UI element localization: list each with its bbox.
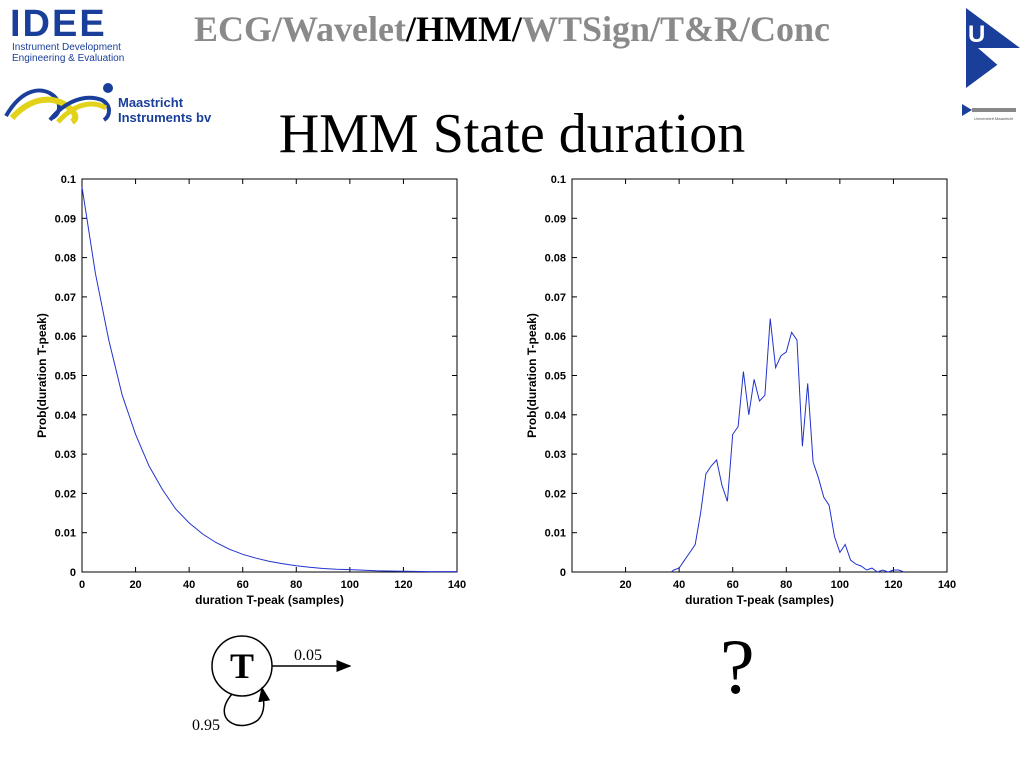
right-chart-plot-area: [571, 178, 948, 573]
left-chart-xtick-label-3: 60: [237, 579, 249, 591]
idee-logo-line2: Engineering & Evaluation: [12, 53, 124, 64]
left-chart-ytick-label-5: 0.05: [55, 371, 76, 383]
left-chart-ytick-label-4: 0.04: [55, 410, 77, 422]
right-chart-ytick-label-3: 0.03: [545, 449, 566, 461]
state-t-label: T: [230, 646, 254, 686]
left-chart-x-axis-label: duration T-peak (samples): [195, 593, 344, 607]
right-chart-y-axis-label: Prob(duration T-peak): [525, 313, 539, 438]
right-chart-xtick-label-2: 60: [727, 579, 739, 591]
self-prob-label: 0.95: [192, 717, 220, 734]
right-chart-x-axis-label: duration T-peak (samples): [685, 593, 834, 607]
breadcrumb-item-0: ECG/Wavelet: [193, 9, 406, 49]
right-chart-xtick-label-3: 80: [780, 579, 792, 591]
left-chart-y-axis-label: Prob(duration T-peak): [35, 313, 49, 438]
exit-prob-label: 0.05: [294, 647, 322, 664]
um-logo-u: U: [968, 21, 985, 48]
idee-logo-name: IDEE: [10, 3, 107, 45]
right-chart-ytick-label-0: 0: [560, 567, 566, 579]
left-chart-ytick-label-7: 0.07: [55, 292, 76, 304]
self-transition-arrow: [223, 686, 271, 727]
left-chart-xtick-label-6: 120: [394, 579, 412, 591]
right-chart-ytick-label-2: 0.02: [545, 488, 566, 500]
left-chart-xtick-label-1: 20: [129, 579, 141, 591]
idee-logo: IDEE Instrument Development Engineering …: [10, 3, 124, 64]
left-chart-xtick-label-2: 40: [183, 579, 195, 591]
right-chart-ytick-label-9: 0.09: [545, 213, 566, 225]
left-chart-ytick-label-2: 0.02: [55, 488, 76, 500]
right-chart-ytick-label-10: 0.1: [551, 174, 566, 186]
left-chart-ytick-label-1: 0.01: [55, 528, 76, 540]
mi-logo-line1: Maastricht: [118, 95, 184, 110]
right-chart-xtick-label-4: 100: [831, 579, 849, 591]
left-chart-ytick-label-10: 0.1: [61, 174, 76, 186]
left-chart-xtick-label-0: 0: [79, 579, 85, 591]
right-chart-ytick-label-4: 0.04: [545, 410, 567, 422]
right-chart-ytick-label-5: 0.05: [545, 371, 566, 383]
right-chart-ytick-label-7: 0.07: [545, 292, 566, 304]
right-chart-xtick-label-5: 120: [884, 579, 902, 591]
left-chart-plot-area: [81, 178, 458, 573]
left-chart-series-line-0: [81, 186, 457, 573]
left-chart-xtick-label-5: 100: [341, 579, 359, 591]
slide-title: HMM State duration: [278, 103, 746, 165]
right-chart-series-line-0: [670, 318, 905, 573]
maastricht-instruments-logo: Maastricht Instruments bv: [4, 83, 212, 125]
chart-right: 20 40 60 80 100 120 140 0 0.01 0.02 0.03 0.04 0.05 0.…: [525, 174, 956, 607]
um-logo-m: M: [1000, 62, 1019, 87]
unknown-distribution-mark: ?: [720, 623, 755, 710]
breadcrumb-item-1: /HMM/: [405, 9, 522, 49]
um-logo-small-text: Universiteit Maastricht: [974, 116, 1014, 121]
left-chart-ytick-label-9: 0.09: [55, 213, 76, 225]
hmm-state-diagram: T 0.05 0.95: [192, 635, 352, 734]
mi-logo-line2: Instruments bv: [118, 110, 212, 125]
left-chart-ytick-label-8: 0.08: [55, 253, 76, 265]
right-chart-ytick-label-1: 0.01: [545, 528, 566, 540]
right-chart-xtick-label-0: 20: [619, 579, 631, 591]
left-chart-xtick-label-7: 140: [448, 579, 466, 591]
right-chart-ytick-label-6: 0.06: [545, 331, 566, 343]
left-chart-ytick-label-0: 0: [70, 567, 76, 579]
breadcrumb-item-2: WTSign/T&R/Conc: [521, 9, 830, 49]
breadcrumb: ECG/Wavelet/HMM/WTSign/T&R/Conc: [0, 8, 1024, 50]
um-logo: U M Universiteit Maastricht: [962, 8, 1024, 121]
idee-logo-line1: Instrument Development: [12, 42, 121, 53]
right-chart-xtick-label-6: 140: [938, 579, 956, 591]
left-chart-xtick-label-4: 80: [290, 579, 302, 591]
chart-left: 0 20 40 60 80 100 120 140 0 0.01 0.02 0.03 0.04 0.05 0…: [35, 174, 466, 607]
right-chart-ytick-label-8: 0.08: [545, 253, 566, 265]
left-chart-ytick-label-3: 0.03: [55, 449, 76, 461]
right-chart-xtick-label-1: 40: [673, 579, 685, 591]
left-chart-ytick-label-6: 0.06: [55, 331, 76, 343]
